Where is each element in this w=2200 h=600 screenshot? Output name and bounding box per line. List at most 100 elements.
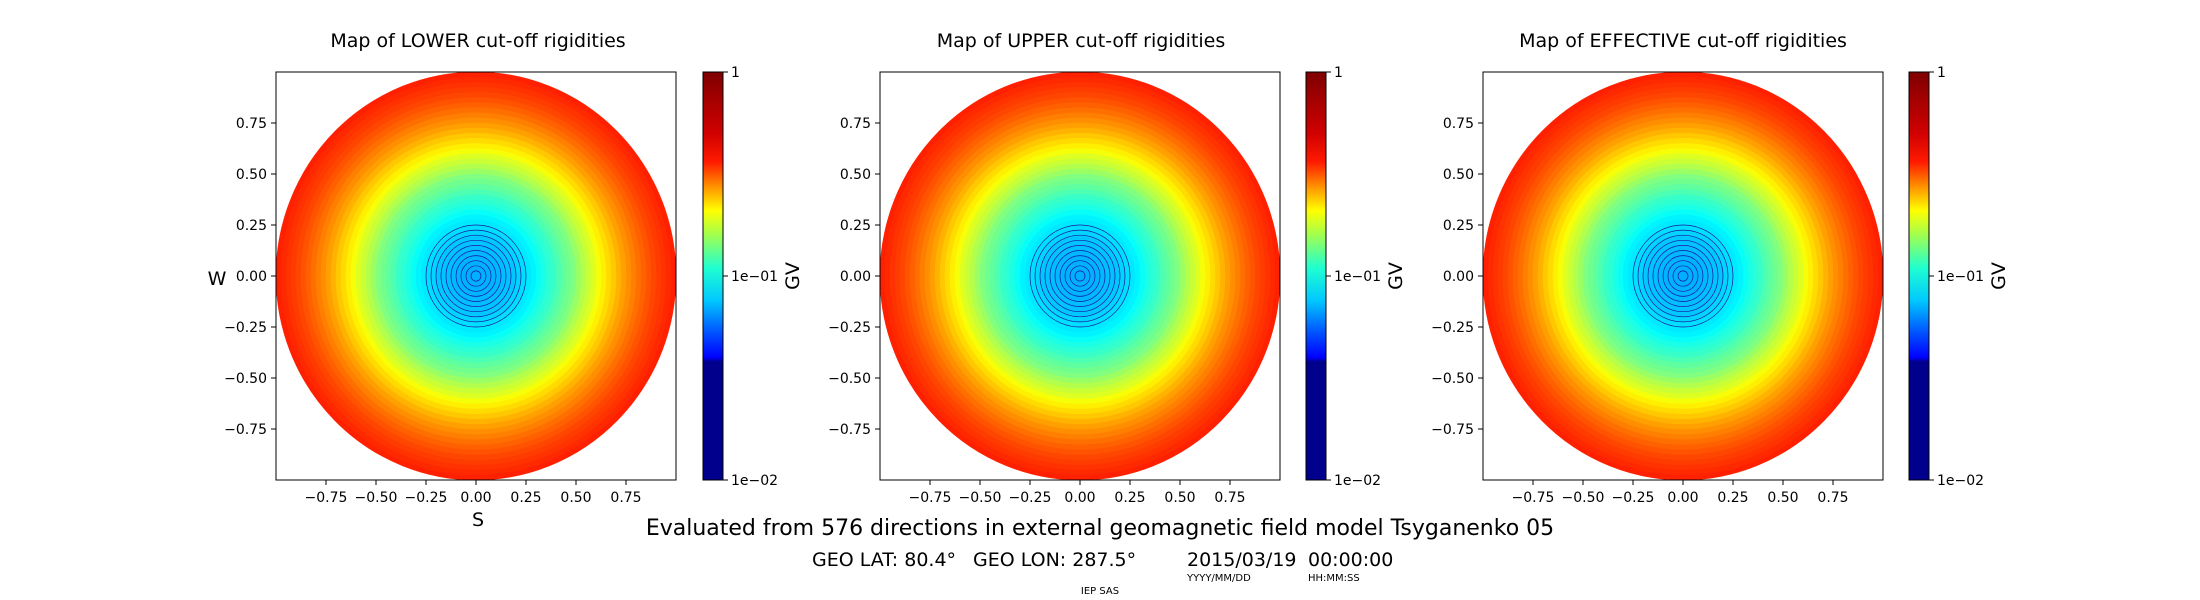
- contour-line: [1029, 224, 1131, 328]
- y-tick-label: 0.75: [1443, 116, 1474, 132]
- x-tick-label: 0.75: [1214, 490, 1245, 506]
- y-tick-label: 0.00: [236, 269, 267, 285]
- x-tick-label: −0.50: [355, 490, 398, 506]
- contour-line: [1074, 270, 1086, 282]
- contour-line: [1054, 250, 1106, 302]
- x-tick-label: −0.50: [1562, 490, 1605, 506]
- contour-rings: [879, 71, 1281, 481]
- x-tick-label: 0.00: [460, 490, 491, 506]
- contour-line: [1059, 255, 1101, 297]
- panel-effective: Map of EFFECTIVE cut-off rigidities −0.7…: [1431, 30, 2010, 506]
- contour-line: [1637, 229, 1729, 323]
- x-tick-label: −0.75: [305, 490, 348, 506]
- panel-effective-plot: −0.75 −0.50 −0.25 0.00 0.25 0.50 0.75 0.75 0.50 0…: [1431, 65, 2010, 506]
- contour-line: [1677, 270, 1689, 282]
- contour-line: [425, 224, 527, 328]
- y-tick-label: −0.75: [828, 422, 871, 438]
- date-format-text: YYYY/MM/DD: [1186, 573, 1251, 584]
- contour-line: [455, 255, 497, 297]
- panel-lower-title: Map of LOWER cut-off rigidities: [330, 30, 625, 52]
- x-tick-label: 0.75: [610, 490, 641, 506]
- footer-main-text: Evaluated from 576 directions in externa…: [646, 516, 1554, 541]
- contour-line: [465, 265, 487, 287]
- date-text: 2015/03/19: [1187, 549, 1297, 571]
- y-tick-label: −0.50: [224, 371, 267, 387]
- y-tick-label: −0.50: [828, 371, 871, 387]
- x-tick-label: 0.75: [1817, 490, 1848, 506]
- contour-rings: [1482, 71, 1884, 481]
- panel-effective-title: Map of EFFECTIVE cut-off rigidities: [1519, 30, 1847, 52]
- contour-line: [430, 229, 522, 323]
- contour-line: [445, 245, 507, 307]
- contour-line: [1044, 239, 1116, 313]
- contour-rings: [275, 71, 677, 481]
- panel-lower-ylabel: W: [208, 268, 227, 290]
- colorbar-label: GV: [1385, 262, 1407, 290]
- y-tick-label: 0.50: [236, 167, 267, 183]
- contour-line: [1049, 245, 1111, 307]
- y-tick-label: −0.75: [1431, 422, 1474, 438]
- geo-lon-text: GEO LON: 287.5°: [973, 549, 1136, 571]
- colorbar-tick-label: 1: [1334, 65, 1343, 81]
- time-text: 00:00:00: [1308, 549, 1393, 571]
- y-tick-label: 0.25: [236, 218, 267, 234]
- contour-line: [1642, 234, 1724, 318]
- x-tick-label: −0.75: [909, 490, 952, 506]
- y-tick-label: −0.25: [224, 320, 267, 336]
- y-tick-label: 0.75: [840, 116, 871, 132]
- colorbar-tick-label: 1e−01: [1937, 269, 1984, 285]
- y-tick-label: −0.75: [224, 422, 267, 438]
- y-tick-label: 0.75: [236, 116, 267, 132]
- contour-line: [1069, 265, 1091, 287]
- x-tick-label: 0.25: [510, 490, 541, 506]
- contour-line: [470, 270, 482, 282]
- x-tick-label: −0.50: [959, 490, 1002, 506]
- x-tick-label: 0.25: [1114, 490, 1145, 506]
- colorbar: [1305, 71, 1327, 481]
- x-tick-label: 0.50: [1767, 490, 1798, 506]
- institution-text: IEP SAS: [1081, 586, 1119, 597]
- contour-line: [440, 239, 512, 313]
- colorbar-label: GV: [782, 262, 804, 290]
- geo-lat-text: GEO LAT: 80.4°: [812, 549, 956, 571]
- colorbar-tick-label: 1e−02: [1937, 473, 1984, 489]
- y-tick-label: 0.00: [840, 269, 871, 285]
- panel-lower: Map of LOWER cut-off rigidities −0.75 −0.…: [208, 30, 804, 531]
- colorbar-tick-label: 1e−02: [1334, 473, 1381, 489]
- colorbar: [702, 71, 724, 481]
- x-tick-label: −0.75: [1512, 490, 1555, 506]
- y-tick-label: 0.25: [1443, 218, 1474, 234]
- colorbar-label: GV: [1988, 262, 2010, 290]
- y-tick-label: −0.25: [1431, 320, 1474, 336]
- y-tick-label: 0.25: [840, 218, 871, 234]
- x-tick-label: 0.50: [560, 490, 591, 506]
- y-tick-label: −0.25: [828, 320, 871, 336]
- x-tick-label: −0.25: [405, 490, 448, 506]
- contour-line: [435, 234, 517, 318]
- contour-line: [1064, 260, 1096, 292]
- x-tick-label: 0.25: [1717, 490, 1748, 506]
- contour-line: [450, 250, 502, 302]
- x-tick-label: 0.00: [1064, 490, 1095, 506]
- x-tick-label: 0.50: [1164, 490, 1195, 506]
- contour-line: [1657, 250, 1709, 302]
- contour-line: [1652, 245, 1714, 307]
- colorbar-tick-label: 1: [1937, 65, 1946, 81]
- y-tick-label: 0.50: [840, 167, 871, 183]
- panel-lower-plot: −0.75 −0.50 −0.25 0.00 0.25 0.50 0.75 0.75 0.50 0…: [224, 65, 804, 506]
- contour-line: [1667, 260, 1699, 292]
- panel-lower-xlabel: S: [472, 509, 484, 531]
- y-tick-label: −0.50: [1431, 371, 1474, 387]
- contour-line: [1034, 229, 1126, 323]
- contour-line: [1672, 265, 1694, 287]
- x-tick-label: −0.25: [1009, 490, 1052, 506]
- y-tick-label: 0.00: [1443, 269, 1474, 285]
- panel-upper: Map of UPPER cut-off rigidities −0.75 −0.…: [828, 30, 1407, 506]
- panel-upper-title: Map of UPPER cut-off rigidities: [937, 30, 1226, 52]
- colorbar-tick-label: 1e−02: [731, 473, 778, 489]
- colorbar: [1908, 71, 1930, 481]
- x-tick-label: −0.25: [1612, 490, 1655, 506]
- contour-line: [460, 260, 492, 292]
- contour-line: [1662, 255, 1704, 297]
